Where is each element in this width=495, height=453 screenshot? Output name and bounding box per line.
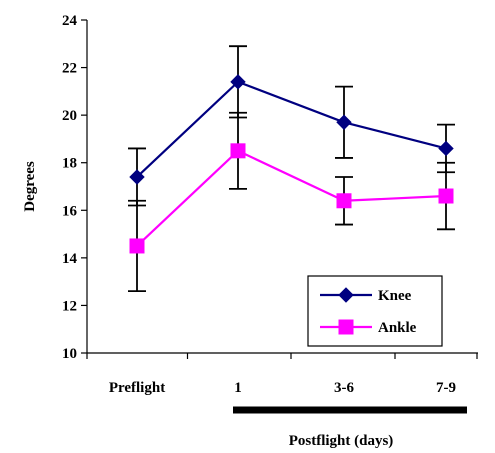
y-tick-label: 24 — [62, 13, 78, 29]
y-tick-label: 18 — [62, 156, 77, 172]
legend-label: Knee — [378, 288, 412, 304]
legend-swatch-marker — [339, 320, 353, 334]
y-axis-title: Degrees — [22, 161, 38, 212]
y-ticks: 10 12 14 16 18 20 22 24 — [62, 13, 87, 362]
series-layer — [128, 46, 455, 291]
legend-box — [308, 276, 442, 346]
y-tick-label: 14 — [62, 251, 78, 267]
y-tick-label: 10 — [62, 346, 77, 362]
x-tick-label: 7-9 — [436, 380, 456, 396]
y-tick-label: 22 — [62, 61, 77, 77]
ankle-point — [439, 189, 453, 203]
knee-point — [337, 115, 351, 129]
ankle-line — [137, 151, 446, 246]
ankle-point — [130, 239, 144, 253]
x-ticks: Preflight 1 3-6 7-9 — [87, 353, 477, 396]
x-tick-label: Preflight — [109, 380, 165, 396]
legend: Knee Ankle — [308, 276, 442, 346]
legend-label: Ankle — [378, 320, 417, 336]
ankle-point — [337, 194, 351, 208]
knee-series — [128, 46, 455, 205]
ankle-point — [231, 144, 245, 158]
y-tick-label: 12 — [62, 298, 77, 314]
x-tick-label: 3-6 — [334, 380, 354, 396]
x-tick-label: 1 — [234, 380, 242, 396]
knee-point — [439, 141, 453, 155]
y-tick-label: 16 — [62, 203, 78, 219]
x-axis-title: Postflight (days) — [289, 433, 394, 449]
knee-line — [137, 82, 446, 177]
y-tick-label: 20 — [62, 108, 77, 124]
